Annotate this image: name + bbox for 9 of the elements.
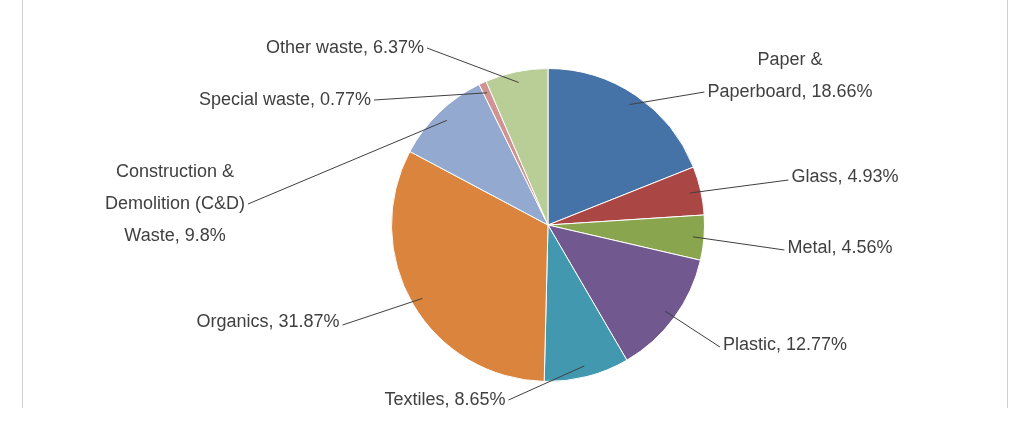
- slice-label: Organics, 31.87%: [196, 310, 340, 331]
- slice-label: Other waste, 6.37%: [265, 36, 425, 57]
- slice-label: Plastic, 12.77%: [722, 333, 848, 354]
- slice-label: Paper & Paperboard, 18.66%: [707, 48, 873, 101]
- slice-label: Glass, 4.93%: [791, 165, 899, 186]
- slice-label: Metal, 4.56%: [787, 236, 893, 257]
- slice-label: Textiles, 8.65%: [384, 388, 506, 409]
- slice-label: Construction & Demolition (C&D) Waste, 9.8%: [104, 160, 246, 245]
- slice-label: Special waste, 0.77%: [198, 88, 372, 109]
